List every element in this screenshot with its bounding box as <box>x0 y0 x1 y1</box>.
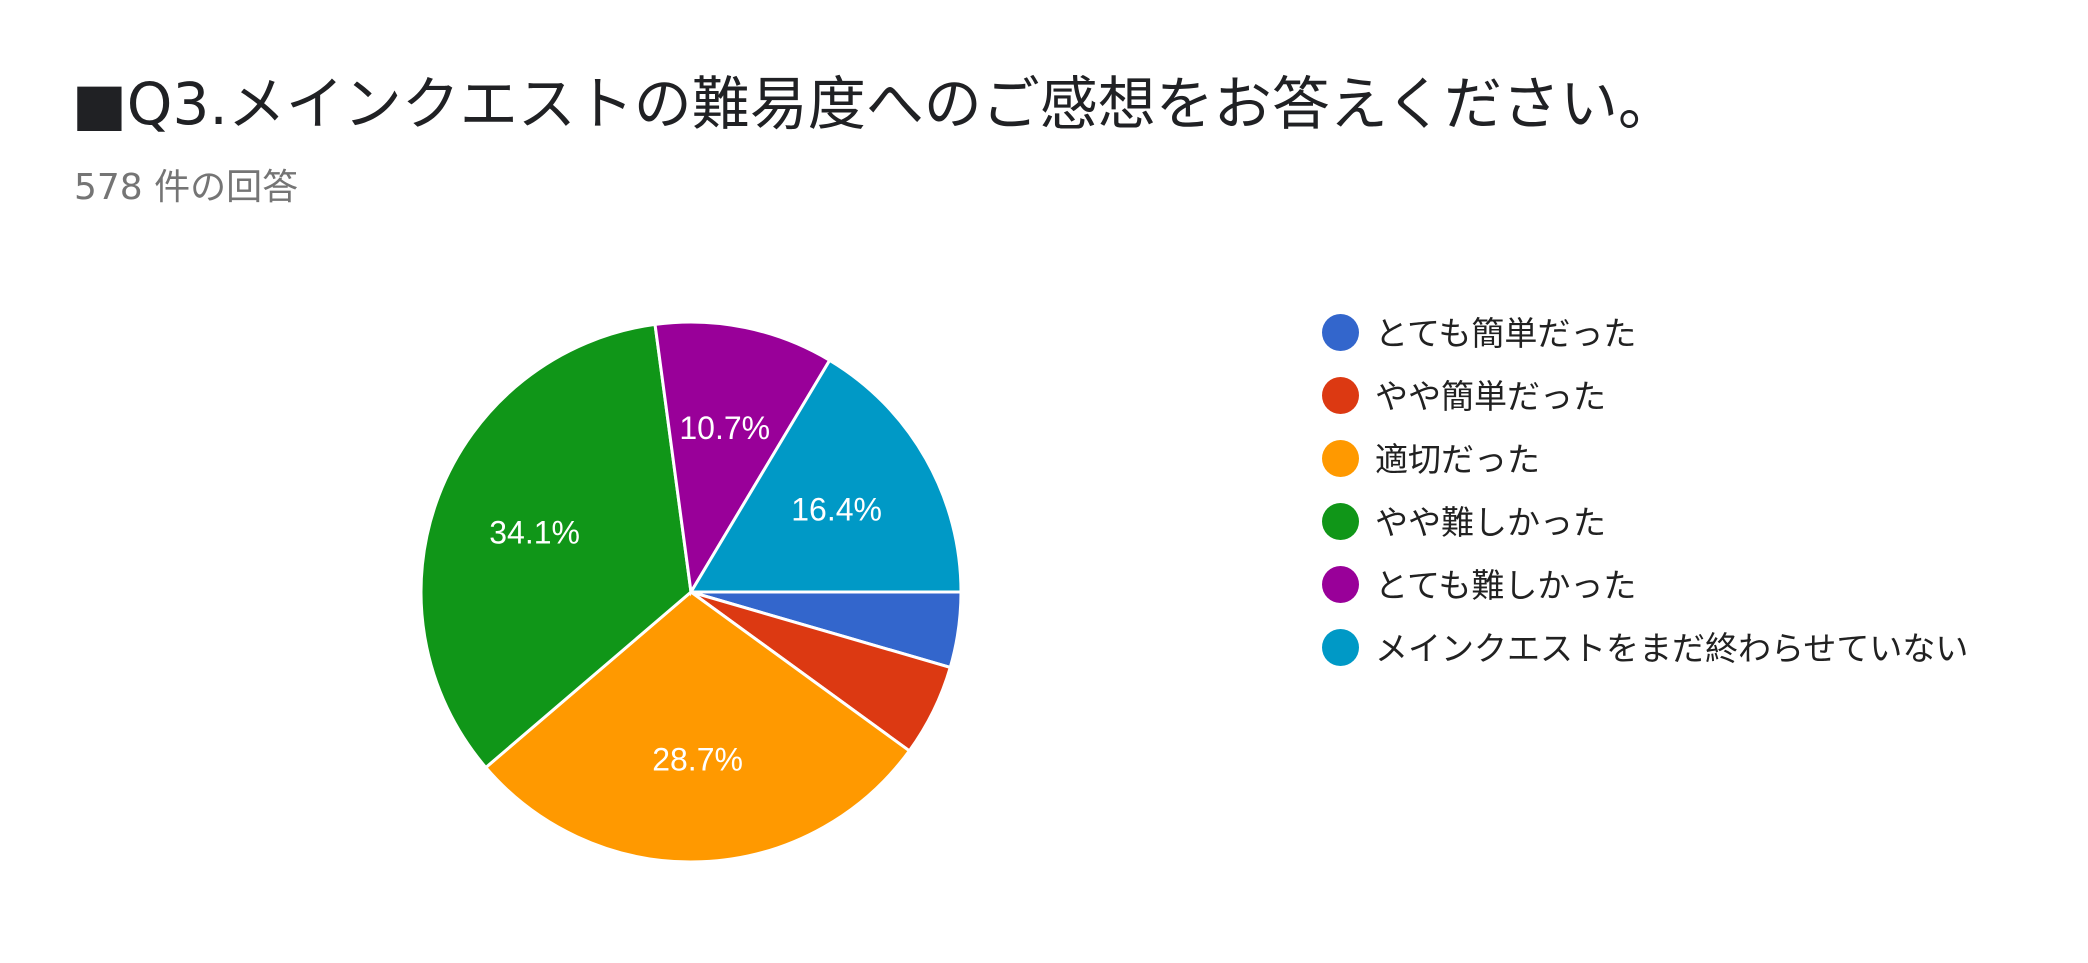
legend-item-5: メインクエストをまだ終わらせていない <box>1322 627 2022 671</box>
pie-slice-5 <box>688 358 963 594</box>
legend-label: とても難しかった <box>1375 566 1637 605</box>
pie-slice-2 <box>483 590 912 864</box>
pie-data-label-5: 16.4% <box>791 491 882 527</box>
legend-color-dot <box>1322 566 1359 603</box>
legend-color-dot <box>1322 629 1359 666</box>
pie-slice-4 <box>653 320 832 597</box>
legend-color-dot <box>1322 503 1359 540</box>
legend-color-dot <box>1322 314 1359 351</box>
legend-item-2: 適切だった <box>1322 438 2022 482</box>
pie-data-label-4: 10.7% <box>679 410 770 446</box>
legend-color-dot <box>1322 377 1359 414</box>
legend-item-0: とても簡単だった <box>1322 312 2022 356</box>
pie-data-label-2: 28.7% <box>652 741 743 777</box>
chart-title: ■Q3.メインクエストの難易度へのご感想をお答えください。 <box>72 70 1677 138</box>
legend-label: やや難しかった <box>1375 503 1606 542</box>
legend-label: メインクエストをまだ終わらせていない <box>1375 629 1969 668</box>
legend-color-dot <box>1322 440 1359 477</box>
legend-label: 適切だった <box>1375 440 1540 479</box>
legend-item-1: やや簡単だった <box>1322 375 2022 419</box>
pie-data-label-3: 34.1% <box>489 514 580 550</box>
legend-label: とても簡単だった <box>1375 314 1637 353</box>
legend-item-4: とても難しかった <box>1322 564 2022 608</box>
chart-legend: とても簡単だった やや簡単だった 適切だったやや難しかった とても難しかったメインクエ… <box>1322 312 2022 690</box>
legend-label: やや簡単だった <box>1375 377 1606 416</box>
response-count: 578 件の回答 <box>74 167 299 208</box>
pie-slice-3 <box>419 322 693 770</box>
pie-slices <box>419 320 963 864</box>
legend-item-3: やや難しかった <box>1322 501 2022 545</box>
pie-data-labels: 28.7% 34.1% 10.7% 16.4% <box>489 410 882 777</box>
